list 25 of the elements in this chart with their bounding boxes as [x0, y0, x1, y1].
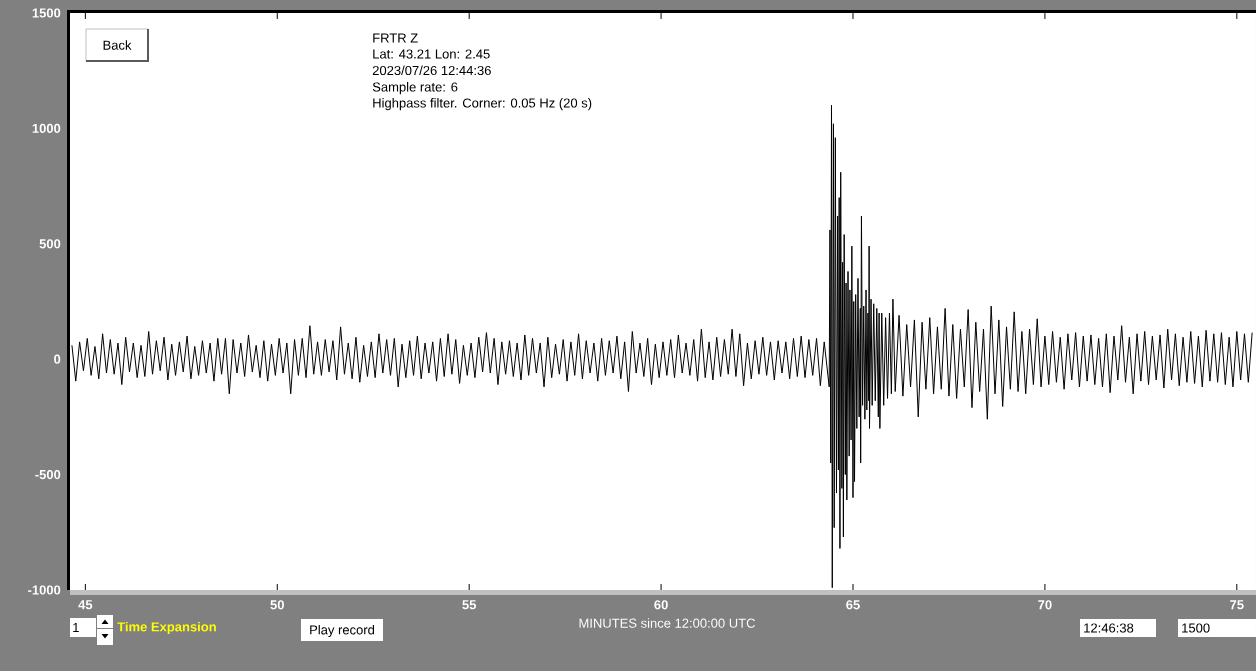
annotation: 2023/07/26 12:44:36	[372, 65, 491, 76]
text: 1500	[1182, 623, 1210, 633]
y-tick-label: 500	[39, 239, 61, 249]
text: 12:46:38	[1084, 623, 1134, 633]
annotation: Lat: 43.21 Lon: 2.45	[373, 49, 490, 59]
y-tick-label: -500	[35, 469, 61, 480]
annotation: Back	[103, 40, 132, 50]
x-tick-label: 55	[462, 600, 477, 610]
x-axis-title: MINUTES since 12:00:00 UTC	[579, 618, 755, 628]
y-tick-label: 1000	[32, 123, 61, 133]
annotation: Sample rate: 6	[372, 82, 458, 95]
y-tick-label: 0	[54, 354, 61, 364]
x-tick-label: 70	[1038, 600, 1052, 610]
text: 1	[73, 623, 79, 632]
x-tick-label: 65	[846, 600, 860, 610]
x-tick-label: 50	[270, 600, 284, 610]
y-tick-label: 1500	[32, 8, 61, 18]
x-tick-label: 60	[654, 600, 668, 610]
text: Play record	[310, 624, 375, 638]
x-tick-label: 45	[78, 600, 93, 610]
annotation: Highpass filter. Corner: 0.05 Hz (20 s)	[373, 98, 592, 111]
text: FRTR Z	[373, 33, 418, 43]
y-tick-label: -1000	[28, 585, 61, 595]
text: Time Expansion	[117, 621, 216, 635]
x-tick-label: 75	[1230, 600, 1244, 610]
